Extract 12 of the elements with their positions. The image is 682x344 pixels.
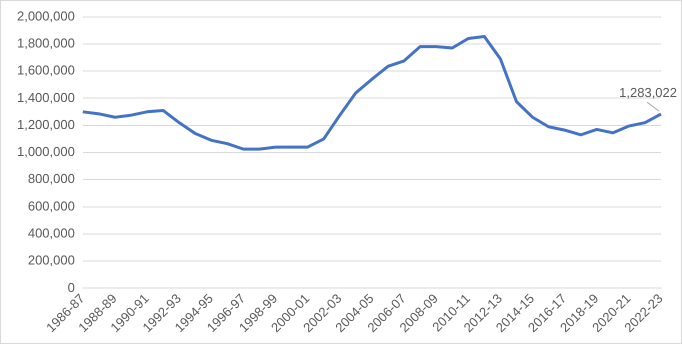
y-tick-label: 600,000 bbox=[28, 198, 75, 214]
y-tick-label: 200,000 bbox=[28, 252, 75, 268]
y-tick-label: 1,200,000 bbox=[16, 116, 75, 132]
y-tick-label: 0 bbox=[68, 280, 75, 295]
data-label: 1,283,022 bbox=[619, 85, 678, 100]
y-tick-label: 1,800,000 bbox=[16, 36, 75, 51]
y-tick-label: 1,600,000 bbox=[16, 62, 75, 78]
y-tick-label: 2,000,000 bbox=[16, 8, 75, 24]
y-tick-label: 1,000,000 bbox=[16, 144, 75, 160]
y-tick-label: 400,000 bbox=[28, 226, 75, 241]
y-tick-label: 1,400,000 bbox=[16, 90, 75, 105]
y-tick-label: 800,000 bbox=[28, 171, 75, 186]
